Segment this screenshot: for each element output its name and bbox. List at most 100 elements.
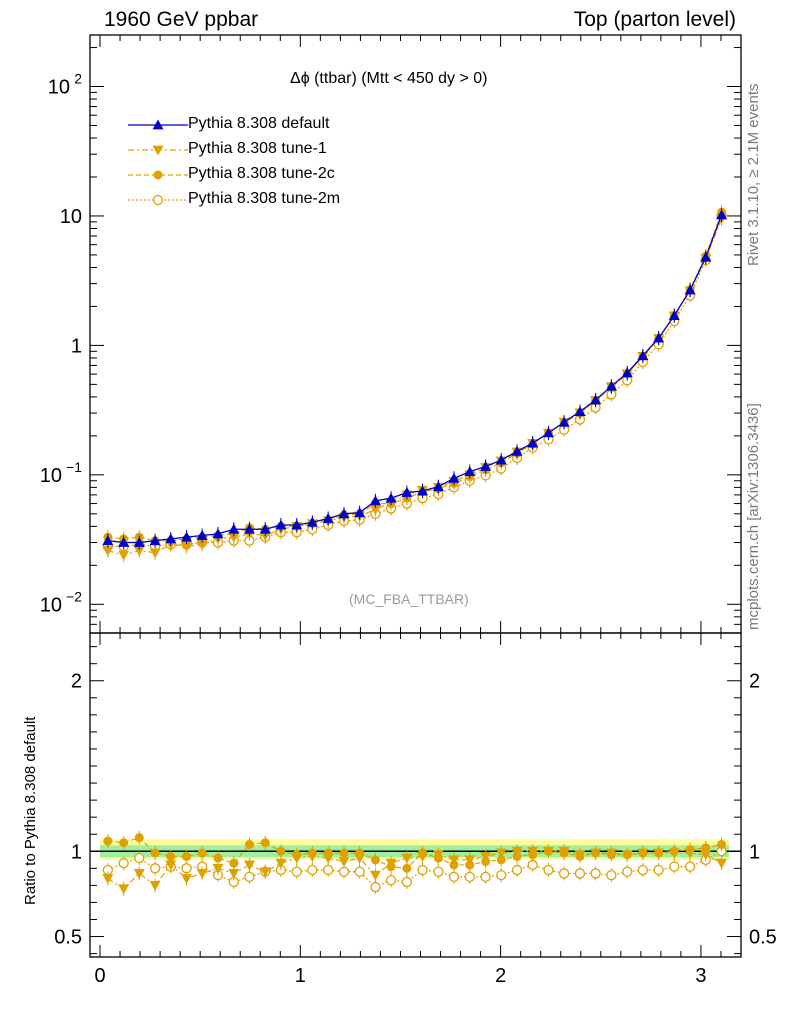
default-point bbox=[228, 523, 240, 534]
legend-marker-tune-2c bbox=[128, 170, 188, 180]
tune-1-point bbox=[401, 853, 413, 864]
tune-1-point bbox=[149, 880, 161, 891]
main-y-tick-exponent: −1 bbox=[66, 459, 82, 475]
tune-1-point bbox=[417, 851, 429, 862]
default-point bbox=[181, 531, 193, 542]
tune-1-point bbox=[574, 850, 586, 861]
tune-2c-point bbox=[150, 848, 160, 858]
tune-2m-point bbox=[511, 864, 523, 876]
tune-1-line bbox=[107, 218, 723, 556]
default-line bbox=[107, 214, 723, 544]
ratio-plot-frame bbox=[89, 632, 742, 958]
x-tick-label: 3 bbox=[695, 965, 706, 987]
tune-2m-point bbox=[385, 875, 397, 886]
default-point bbox=[558, 416, 570, 427]
main-y-ticks bbox=[90, 47, 741, 634]
legend-marker-default bbox=[128, 119, 188, 130]
x-tick-label: 1 bbox=[295, 965, 306, 987]
tune-1-point bbox=[165, 860, 177, 871]
default-point bbox=[401, 487, 413, 497]
default-point bbox=[637, 350, 649, 361]
tune-1-point bbox=[102, 546, 114, 557]
tune-2m-point bbox=[118, 858, 129, 869]
default-point bbox=[243, 523, 255, 534]
default-point bbox=[259, 523, 271, 534]
tune-1-point bbox=[621, 850, 633, 861]
tune-2m-point bbox=[558, 868, 570, 879]
tune-1-point bbox=[385, 858, 397, 869]
ratio-y-tick-label-right: 1 bbox=[749, 841, 760, 863]
tune-1-point bbox=[464, 855, 476, 866]
tune-2c-line bbox=[107, 836, 722, 869]
[object Object]-series-tune-2c bbox=[103, 205, 727, 548]
process-label: Top (parton level) bbox=[573, 8, 736, 31]
tune-1-point bbox=[354, 853, 366, 864]
default-point bbox=[527, 437, 539, 448]
default-point bbox=[543, 427, 555, 438]
tune-2m-point bbox=[307, 864, 318, 876]
legend-marker-tune-2m bbox=[128, 194, 188, 206]
default-point bbox=[684, 284, 696, 295]
default-point bbox=[668, 310, 680, 320]
tune-1-point bbox=[369, 870, 381, 881]
tune-1-point bbox=[480, 851, 492, 862]
tune-1-point bbox=[590, 848, 602, 859]
default-point bbox=[322, 512, 334, 523]
tune-2c-point bbox=[370, 855, 380, 865]
default-point bbox=[338, 508, 350, 519]
tune-2m-point bbox=[622, 866, 633, 877]
tune-1-point bbox=[196, 869, 208, 879]
tune-1-point bbox=[558, 846, 570, 857]
tune-1-point bbox=[716, 858, 728, 869]
tune-2c-point bbox=[119, 838, 129, 848]
legend-marker-tune-1 bbox=[128, 145, 188, 156]
tune-1-point bbox=[527, 846, 539, 857]
tune-1-point bbox=[228, 532, 240, 543]
tune-1-point bbox=[338, 857, 350, 868]
[object Object]-series-tune-1 bbox=[102, 844, 728, 896]
tune-2m-point bbox=[653, 864, 664, 876]
main-y-tick-label: 10 bbox=[40, 465, 62, 487]
tune-2c-point bbox=[134, 833, 144, 843]
tune-1-point bbox=[149, 548, 161, 559]
tune-1-point bbox=[118, 550, 130, 561]
default-point bbox=[275, 519, 287, 530]
tune-2m-point bbox=[134, 852, 145, 864]
default-point bbox=[354, 507, 366, 518]
tune-2m-point bbox=[291, 866, 302, 877]
tune-1-point bbox=[181, 874, 193, 885]
default-point bbox=[700, 251, 712, 262]
tune-2c-point bbox=[339, 848, 349, 858]
tune-1-line bbox=[107, 850, 722, 890]
tune-1-point bbox=[668, 848, 680, 859]
tune-1-point bbox=[700, 850, 712, 861]
rivet-version-label: Rivet 3.1.10, ≥ 2.1M events bbox=[745, 83, 762, 267]
default-point bbox=[149, 535, 161, 546]
tune-2m-point bbox=[417, 864, 428, 876]
default-point bbox=[165, 533, 177, 544]
tune-2m-point bbox=[433, 866, 444, 877]
default-point bbox=[716, 209, 728, 220]
tune-1-point bbox=[495, 848, 507, 859]
tune-2c-point bbox=[213, 853, 223, 863]
tune-2c-point bbox=[229, 858, 239, 868]
tune-2m-point bbox=[480, 871, 491, 883]
tune-2c-point bbox=[103, 836, 113, 846]
legend-entry-tune-2m: Pythia 8.308 tune-2m bbox=[128, 190, 388, 210]
tune-2m-point bbox=[323, 864, 334, 876]
main-y-tick-label: 10 bbox=[60, 206, 82, 228]
analysis-tag: (MC_FBA_TTBAR) bbox=[349, 591, 469, 607]
legend-symbol-tune-2m bbox=[152, 194, 164, 206]
tune-2m-point bbox=[527, 859, 538, 871]
ratio-y-tick-label: 0.5 bbox=[54, 927, 82, 949]
ratio-y-ticks bbox=[90, 646, 741, 955]
tune-2c-point bbox=[717, 839, 727, 849]
tune-1-point bbox=[228, 869, 240, 879]
tune-1-point bbox=[306, 851, 318, 862]
tune-1-point bbox=[684, 848, 696, 859]
tune-1-point bbox=[322, 853, 334, 864]
default-point bbox=[432, 481, 444, 492]
tune-2m-point bbox=[338, 866, 350, 877]
tune-2c-point bbox=[182, 851, 192, 861]
tune-2c-point bbox=[166, 851, 176, 861]
